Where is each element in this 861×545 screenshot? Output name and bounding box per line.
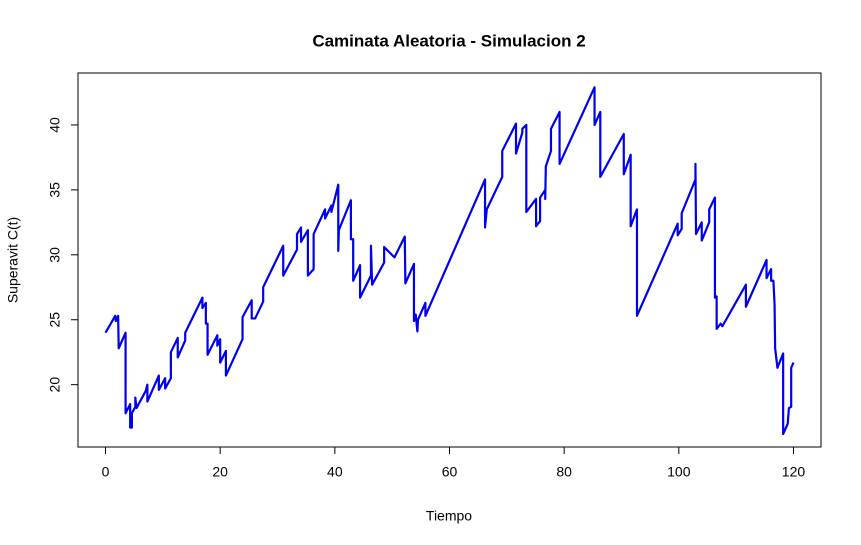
x-axis-label: Tiempo: [426, 508, 472, 524]
x-tick-label: 20: [212, 464, 228, 480]
x-tick-label: 120: [782, 464, 806, 480]
chart-title: Caminata Aleatoria - Simulacion 2: [312, 31, 585, 50]
x-tick-label: 60: [442, 464, 458, 480]
y-tick-label: 20: [47, 377, 63, 393]
data-line: [104, 86, 795, 436]
x-tick-label: 80: [556, 464, 572, 480]
y-tick-label: 30: [47, 247, 63, 263]
y-axis-label: Superavit C(t): [5, 217, 21, 303]
x-tick-label: 40: [327, 464, 343, 480]
x-tick-label: 0: [102, 464, 110, 480]
x-tick-label: 100: [667, 464, 691, 480]
y-tick-label: 25: [47, 312, 63, 328]
y-tick-label: 35: [47, 182, 63, 198]
y-tick-label: 40: [47, 117, 63, 133]
